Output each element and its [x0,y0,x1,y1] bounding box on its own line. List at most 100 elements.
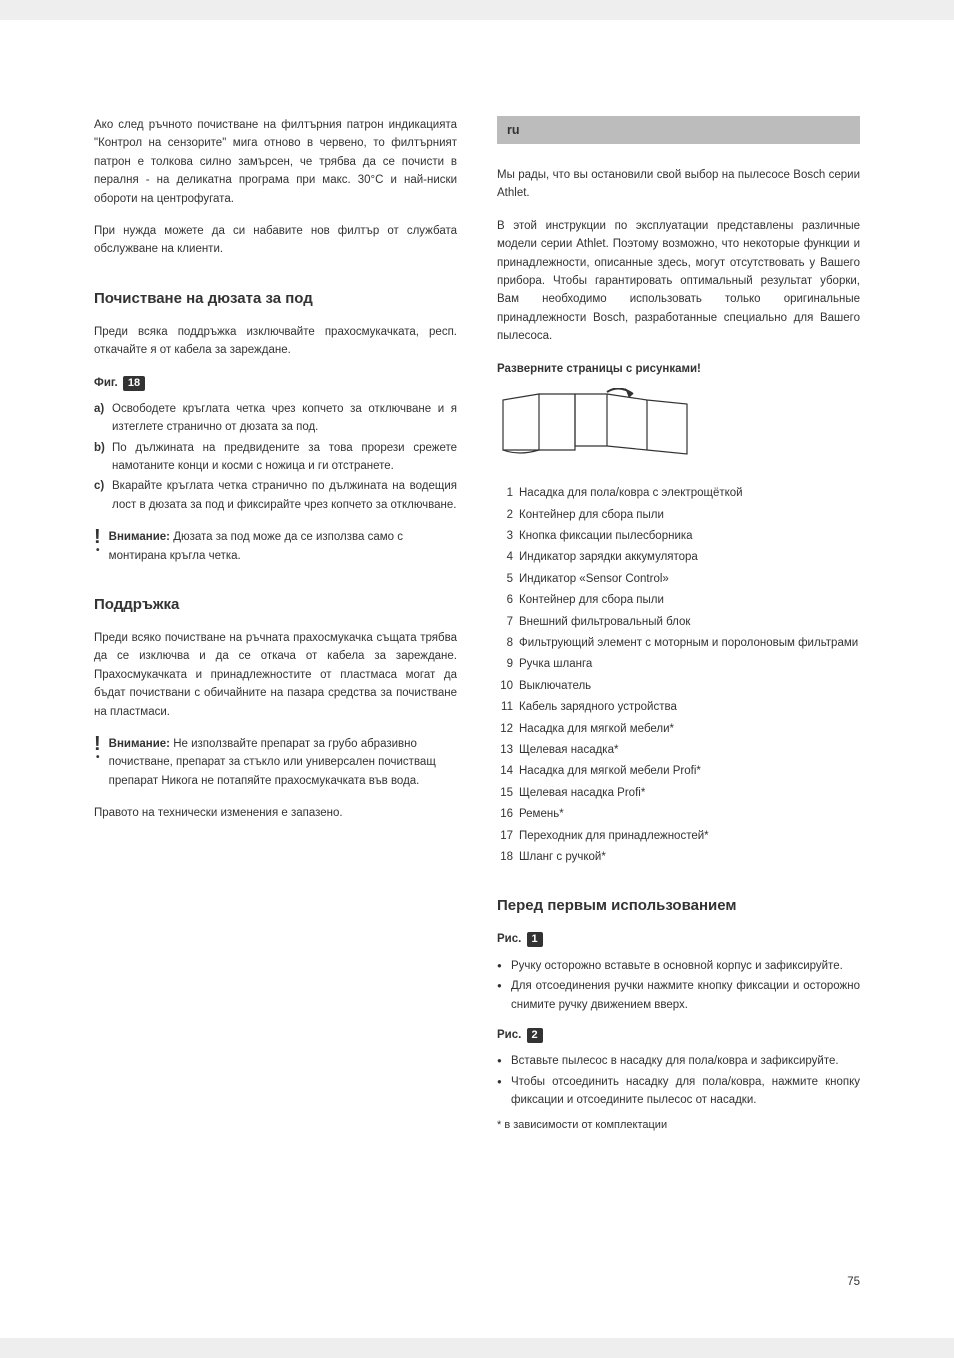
ris-1-num: 1 [527,932,543,947]
parts-list-number: 3 [497,527,519,545]
parts-list-text: Контейнер для сбора пыли [519,506,664,524]
ris-label-text: Рис. [497,933,521,945]
step-c-text: Вкарайте кръглата четка странично по дъл… [112,477,457,514]
parts-list-item: 17Переходник для принадлежностей* [497,827,860,845]
bullet-item: ●Чтобы отсоединить насадку для пола/ковр… [497,1073,860,1110]
parts-list-item: 11Кабель зарядного устройства [497,698,860,716]
bullet-marker: ● [497,977,511,1014]
bullet-item: ●Ручку осторожно вставьте в основной кор… [497,957,860,975]
parts-list-text: Индикатор «Sensor Control» [519,570,669,588]
warning-2-label: Внимание: [109,738,170,750]
parts-list-text: Шланг с ручкой* [519,848,606,866]
intro-para-2: При нужда можете да си набавите нов филт… [94,222,457,259]
parts-list-text: Насадка для мягкой мебели* [519,720,674,738]
bullet-marker: ● [497,1052,511,1070]
parts-list-item: 5Индикатор «Sensor Control» [497,570,860,588]
parts-list-text: Кабель зарядного устройства [519,698,677,716]
intro-para-1: Ако след ръчното почистване на филтърния… [94,116,457,208]
bullet-text: Чтобы отсоединить насадку для пола/ковра… [511,1073,860,1110]
bullet-marker: ● [497,1073,511,1110]
step-b-text: По дължината на предвидените за това про… [112,439,457,476]
language-bar-ru: ru [497,116,860,144]
parts-list-item: 6Контейнер для сбора пыли [497,591,860,609]
figure-label: Фиг. 18 [94,374,457,392]
abc-steps-list: a) Освободете кръглата четка чрез копчет… [94,400,457,514]
parts-list-number: 9 [497,655,519,673]
parts-list-number: 2 [497,506,519,524]
parts-list-item: 10Выключатель [497,677,860,695]
bullet-text: Ручку осторожно вставьте в основной корп… [511,957,843,975]
step-a: a) Освободете кръглата четка чрез копчет… [94,400,457,437]
ris-2-num: 2 [527,1028,543,1043]
bullet-item: ●Вставьте пылесос в насадку для пола/ков… [497,1052,860,1070]
parts-list-text: Выключатель [519,677,591,695]
parts-list-number: 10 [497,677,519,695]
parts-list-number: 18 [497,848,519,866]
parts-list-item: 4Индикатор зарядки аккумулятора [497,548,860,566]
parts-list-text: Переходник для принадлежностей* [519,827,709,845]
ris-2-bullets: ●Вставьте пылесос в насадку для пола/ков… [497,1052,860,1109]
unfold-instruction: Разверните страницы с рисунками! [497,360,860,378]
step-a-text: Освободете кръглата четка чрез копчето з… [112,400,457,437]
marker-c: c) [94,477,112,514]
warning-icon: ! [94,528,101,546]
parts-list-text: Насадка для пола/ковра с электрощёткой [519,484,743,502]
parts-list-number: 14 [497,762,519,780]
ru-intro-2: В этой инструкции по эксплуатации предст… [497,217,860,346]
step-b: b) По дължината на предвидените за това … [94,439,457,476]
parts-list-text: Ручка шланга [519,655,592,673]
closing-text: Правото на технически изменения е запазе… [94,804,457,822]
parts-list-number: 11 [497,698,519,716]
parts-list-text: Внешний фильтровальный блок [519,613,690,631]
parts-list-item: 3Кнопка фиксации пылесборника [497,527,860,545]
before-first-use-title: Перед первым использованием [497,894,860,918]
warning-1-label: Внимание: [109,531,170,543]
parts-list-text: Контейнер для сбора пыли [519,591,664,609]
parts-list-number: 16 [497,805,519,823]
parts-list-number: 8 [497,634,519,652]
fig-number-18: 18 [123,376,145,391]
ris-2-label: Рис. 2 [497,1026,860,1044]
parts-list-text: Щелевая насадка Profi* [519,784,645,802]
parts-list-number: 4 [497,548,519,566]
warning-2-body: Внимание: Не използвайте препарат за гру… [109,735,457,790]
parts-list-number: 13 [497,741,519,759]
section-nozzle-para: Преди всяка поддръжка изключвайте прахос… [94,323,457,360]
parts-list-item: 18Шланг с ручкой* [497,848,860,866]
section-nozzle-cleaning-title: Почистване на дюзата за под [94,287,457,311]
left-column: Ако след ръчното почистване на филтърния… [94,116,457,1278]
parts-list-text: Кнопка фиксации пылесборника [519,527,693,545]
parts-list-item: 14Насадка для мягкой мебели Profi* [497,762,860,780]
parts-list-number: 12 [497,720,519,738]
warning-1: ! Внимание: Дюзата за под може да се изп… [94,528,457,565]
section-maintenance-para: Преди всяко почистване на ръчната прахос… [94,629,457,721]
parts-list-item: 7Внешний фильтровальный блок [497,613,860,631]
ris-label-text: Рис. [497,1029,521,1041]
parts-list-text: Щелевая насадка* [519,741,618,759]
step-c: c) Вкарайте кръглата четка странично по … [94,477,457,514]
parts-list-text: Индикатор зарядки аккумулятора [519,548,698,566]
ris-1-label: Рис. 1 [497,930,860,948]
parts-list-item: 15Щелевая насадка Profi* [497,784,860,802]
parts-list-text: Фильтрующий элемент с моторным и поролон… [519,634,858,652]
parts-list-item: 8Фильтрующий элемент с моторным и пороло… [497,634,860,652]
manual-page: Ако след ръчното почистване на филтърния… [0,20,954,1338]
parts-list-item: 9Ручка шланга [497,655,860,673]
right-column: ru Мы рады, что вы остановили свой выбор… [497,116,860,1278]
parts-list-item: 16Ремень* [497,805,860,823]
parts-list-item: 12Насадка для мягкой мебели* [497,720,860,738]
marker-b: b) [94,439,112,476]
fig-label-text: Фиг. [94,377,118,389]
parts-list-number: 6 [497,591,519,609]
bullet-item: ●Для отсоединения ручки нажмите кнопку ф… [497,977,860,1014]
ris-1-bullets: ●Ручку осторожно вставьте в основной кор… [497,957,860,1014]
footnote: * в зависимости от комплектации [497,1117,860,1135]
parts-list-text: Ремень* [519,805,564,823]
marker-a: a) [94,400,112,437]
warning-1-body: Внимание: Дюзата за под може да се изпол… [109,528,457,565]
parts-list-number: 5 [497,570,519,588]
parts-list-number: 17 [497,827,519,845]
section-maintenance-title: Поддръжка [94,593,457,617]
warning-icon: ! [94,735,101,753]
parts-list-number: 1 [497,484,519,502]
